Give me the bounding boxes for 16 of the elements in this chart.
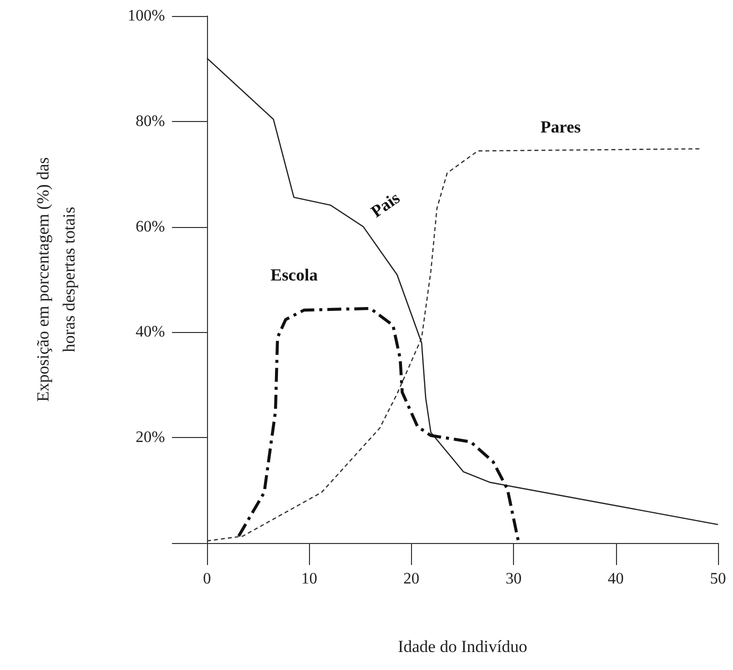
x-axis-title: Idade do Indivíduo [398,637,528,656]
x-tick-label: 50 [710,570,726,588]
y-tick-label: 80% [136,112,165,130]
y-tick-label: 40% [136,324,165,341]
y-tick-label: 100% [128,8,165,24]
series-label: Pares [540,117,582,136]
y-tick-label: 60% [136,218,165,236]
x-tick-label: 0 [203,570,211,588]
x-tick-label: 20 [403,570,420,588]
y-tick-label: 20% [136,429,165,446]
x-tick-label: 10 [301,570,318,588]
text: Pais [368,188,404,222]
series-label: Escola [270,266,318,285]
x-tick-label: 40 [608,570,624,588]
y-axis-title: Exposição em porcentagem (%) das horas despertas totais [34,157,78,402]
x-tick-label: 30 [506,570,522,588]
